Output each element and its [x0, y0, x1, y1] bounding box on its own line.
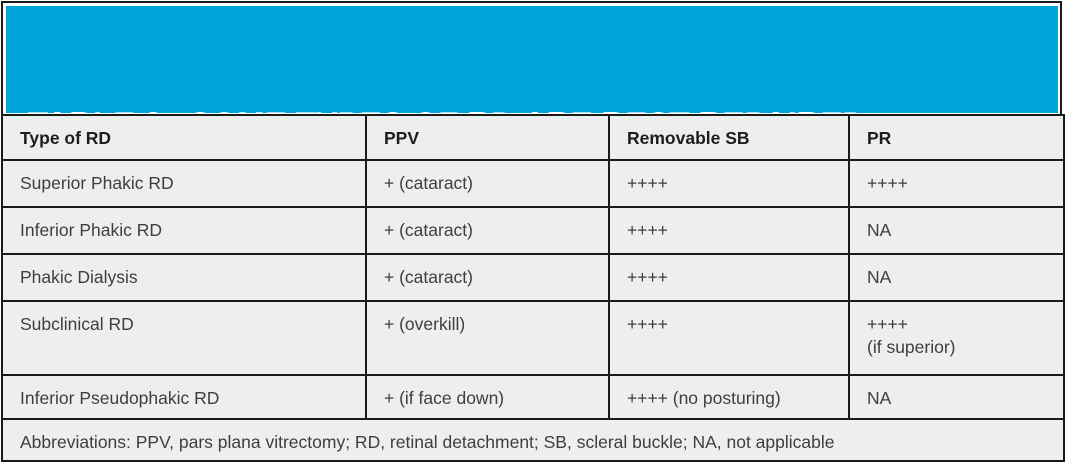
cell-pr: ++++ (if superior) [848, 300, 1065, 376]
table-row: Inferior Pseudophakic RD + (if face down… [1, 374, 1065, 420]
cell-removable-sb: ++++ [608, 300, 850, 376]
cell-removable-sb: ++++ [608, 206, 850, 255]
cell-type-of-rd: Subclinical RD [1, 300, 367, 376]
cell-pr: NA [848, 253, 1065, 302]
footnote-row: Abbreviations: PPV, pars plana vitrectom… [1, 418, 1065, 462]
rd-repair-table: Type of RD PPV Removable SB PR Superior … [1, 114, 1065, 462]
table-title-line1: TABLE 3. SOME TYPES OF RD ARE BEST REPAI… [28, 105, 1058, 113]
table-title: TABLE 3. SOME TYPES OF RD ARE BEST REPAI… [6, 6, 1058, 113]
cell-ppv: + (cataract) [365, 159, 610, 208]
cell-type-of-rd: Phakic Dialysis [1, 253, 367, 302]
table-title-band: TABLE 3. SOME TYPES OF RD ARE BEST REPAI… [6, 6, 1058, 113]
column-header-type-of-rd: Type of RD [1, 114, 367, 161]
cell-ppv: + (cataract) [365, 253, 610, 302]
cell-pr-note: (if superior) [867, 337, 956, 357]
table-row: Subclinical RD + (overkill) ++++ ++++ (i… [1, 300, 1065, 376]
cell-removable-sb: ++++ [608, 159, 850, 208]
cell-removable-sb: ++++ [608, 253, 850, 302]
cell-ppv: + (if face down) [365, 374, 610, 420]
header-row: Type of RD PPV Removable SB PR [1, 114, 1065, 161]
cell-pr: ++++ [848, 159, 1065, 208]
cell-pr: NA [848, 206, 1065, 255]
table-row: Phakic Dialysis + (cataract) ++++ NA [1, 253, 1065, 302]
abbreviations-footnote: Abbreviations: PPV, pars plana vitrectom… [1, 418, 1065, 462]
column-header-ppv: PPV [365, 114, 610, 161]
cell-pr-value: ++++ [867, 314, 908, 334]
column-header-removable-sb: Removable SB [608, 114, 850, 161]
column-header-pr: PR [848, 114, 1065, 161]
cell-pr: NA [848, 374, 1065, 420]
cell-type-of-rd: Inferior Phakic RD [1, 206, 367, 255]
cell-ppv: + (overkill) [365, 300, 610, 376]
table-row: Inferior Phakic RD + (cataract) ++++ NA [1, 206, 1065, 255]
cell-type-of-rd: Inferior Pseudophakic RD [1, 374, 367, 420]
cell-ppv: + (cataract) [365, 206, 610, 255]
cell-removable-sb: ++++ (no posturing) [608, 374, 850, 420]
figure-border [1, 1, 1062, 114]
cell-type-of-rd: Superior Phakic RD [1, 159, 367, 208]
table-row: Superior Phakic RD + (cataract) ++++ +++… [1, 159, 1065, 208]
